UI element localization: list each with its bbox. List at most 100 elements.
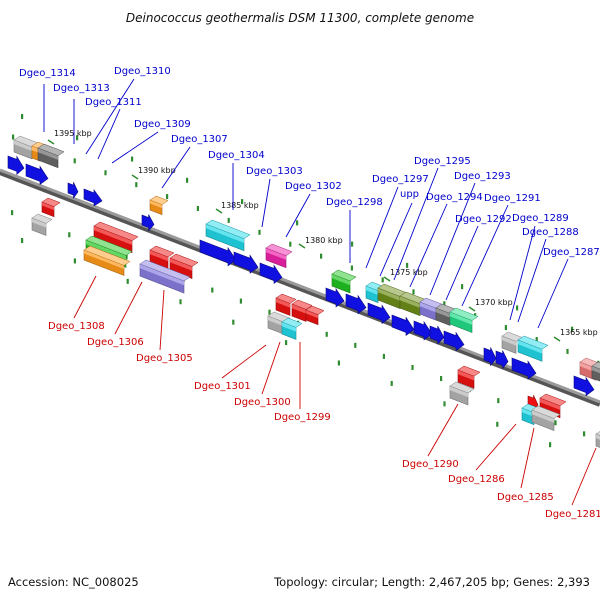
gene-feature-8-highlight <box>150 200 162 209</box>
top-gene-label: Dgeo_1302 <box>285 181 342 192</box>
gene-feature-16 <box>325 287 345 308</box>
tick-mark <box>406 262 409 268</box>
bottom-gene-label: Dgeo_1286 <box>448 474 505 485</box>
gene-feature-30-top <box>517 335 549 350</box>
tick-mark <box>186 177 189 183</box>
gene-feature-49-top <box>281 317 303 328</box>
tick-mark <box>126 278 129 284</box>
tick-mark <box>583 431 586 437</box>
gene-feature-39-top <box>93 221 139 241</box>
kbp-marker-tick <box>131 174 139 180</box>
tick-mark <box>73 158 76 164</box>
gene-feature-33 <box>511 357 537 380</box>
label-leader-lines <box>43 78 597 506</box>
map-title: Deinococcus geothermalis DSM 11300, comp… <box>126 11 474 25</box>
top-gene-label: Dgeo_1292 <box>455 214 512 225</box>
kbp-marker-label: 1370 kbp <box>475 298 513 307</box>
top-gene-label: Dgeo_1310 <box>114 66 171 77</box>
gene-feature-18-highlight <box>366 286 378 295</box>
gene-feature-48-top <box>267 311 291 323</box>
gene-feature-36 <box>573 375 595 397</box>
tick-mark <box>131 156 134 162</box>
tick-mark <box>382 353 385 359</box>
tick-mark <box>76 135 79 141</box>
tick-mark <box>12 134 15 140</box>
gene-feature-22-highlight <box>436 308 450 318</box>
gene-feature-24 <box>367 302 391 325</box>
top-gene-label: Dgeo_1288 <box>522 227 579 238</box>
gene-feature-21-highlight <box>420 302 436 313</box>
gene-feature-7 <box>83 188 103 207</box>
gene-feature-45-highlight <box>276 298 290 308</box>
gene-feature-12 <box>233 251 259 274</box>
top-label-leader <box>365 186 399 269</box>
tick-mark <box>325 331 328 337</box>
tick-mark <box>566 348 569 354</box>
gene-feature-40-highlight <box>86 240 126 260</box>
gene-feature-55-top <box>531 405 561 419</box>
tick-mark <box>354 342 357 348</box>
tick-mark <box>535 337 538 343</box>
top-gene-label: Dgeo_1295 <box>414 156 471 167</box>
kbp-marker-tick <box>468 306 476 312</box>
top-gene-label: Dgeo_1297 <box>372 174 429 185</box>
gene-feature-49-highlight <box>282 322 296 332</box>
tick-mark <box>211 287 214 293</box>
gene-feature-42-highlight <box>150 250 168 262</box>
tick-mark <box>571 326 574 332</box>
gene-feature-41-highlight <box>84 250 124 269</box>
genome-backbone-shadow <box>0 169 600 407</box>
gene-feature-38-highlight <box>32 218 46 228</box>
gene-feature-28 <box>443 330 465 352</box>
top-label-leader <box>379 202 413 277</box>
kbp-marker-label: 1390 kbp <box>138 166 176 175</box>
gene-feature-5 <box>25 163 49 186</box>
top-gene-label: Dgeo_1298 <box>326 197 383 208</box>
tick-mark <box>232 319 235 325</box>
bottom-label-leader <box>571 447 597 506</box>
gene-feature-40-top <box>85 235 133 256</box>
gene-feature-31 <box>483 347 497 367</box>
gene-feature-39-highlight <box>94 226 132 245</box>
gene-feature-27 <box>429 325 445 345</box>
gene-feature-19-highlight <box>378 288 400 301</box>
gene-feature-43-highlight <box>170 258 192 271</box>
kbp-marker-tick <box>553 336 561 342</box>
gene-feature-56-top <box>595 431 600 436</box>
gene-labels: Dgeo_1314 Dgeo_1313 Dgeo_1310 Dgeo_1311 Dgeo… <box>19 66 600 520</box>
gene-feature-45-top <box>275 293 297 304</box>
tick-mark <box>73 258 76 264</box>
gene-feature-15-top <box>331 269 357 282</box>
tick-mark <box>390 380 393 386</box>
tick-mark <box>350 265 353 271</box>
tick-mark <box>549 442 552 448</box>
top-gene-label: Dgeo_1289 <box>512 213 569 224</box>
kbp-marker-label: 1365 kbp <box>560 328 598 337</box>
bottom-label-leader <box>475 423 517 471</box>
gene-feature-11 <box>199 239 237 267</box>
gene-feature-25 <box>391 314 415 337</box>
tick-mark <box>285 340 288 346</box>
gene-feature-1-highlight <box>14 140 32 152</box>
gene-feature-35-top <box>591 361 600 370</box>
tick-mark <box>258 229 261 235</box>
gene-feature-23-top <box>449 307 479 321</box>
kbp-markers: 1395 kbp 1390 kbp 1385 kbp 1380 kbp 1375 kbp… <box>47 129 598 342</box>
tick-mark <box>516 305 519 311</box>
gene-feature-53-highlight <box>540 398 560 410</box>
tick-mark <box>440 376 443 382</box>
tick-mark <box>443 301 446 307</box>
kbp-marker-tick <box>215 208 223 214</box>
gene-feature-6 <box>67 182 79 200</box>
gene-feature-44-top <box>139 259 191 282</box>
gene-feature-46-highlight <box>292 304 306 314</box>
top-label-leader <box>285 193 311 238</box>
gene-feature-54-highlight <box>522 408 534 417</box>
gene-feature-37-highlight <box>42 202 54 211</box>
bottom-label-leader <box>261 341 281 395</box>
top-label-leader <box>111 131 159 164</box>
gene-feature-50-top <box>457 365 481 377</box>
bottom-gene-label: Dgeo_1285 <box>497 492 554 503</box>
gene-feature-3-highlight <box>38 148 58 160</box>
